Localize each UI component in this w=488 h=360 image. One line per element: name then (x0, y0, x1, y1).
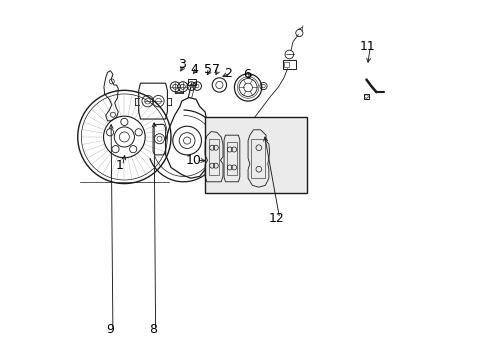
Bar (282, 60, 296, 69)
Bar (257, 124, 261, 132)
Bar (363, 94, 368, 99)
Bar (284, 62, 288, 67)
Text: 1: 1 (116, 159, 123, 172)
Bar (245, 124, 249, 132)
Bar (227, 142, 236, 175)
Bar (251, 124, 255, 132)
Bar (204, 117, 306, 193)
Text: 3: 3 (178, 58, 185, 71)
Text: 4: 4 (190, 63, 198, 76)
Bar (244, 123, 264, 134)
Text: 6: 6 (243, 68, 251, 81)
Bar (208, 139, 219, 175)
Text: 5: 5 (203, 63, 211, 76)
Bar (188, 78, 196, 85)
Text: 7: 7 (211, 63, 220, 76)
Text: 8: 8 (148, 323, 156, 336)
Text: 10: 10 (185, 154, 201, 167)
Text: 9: 9 (106, 323, 114, 336)
Text: 2: 2 (223, 67, 231, 80)
Text: 12: 12 (268, 212, 284, 225)
Bar (250, 139, 265, 178)
Text: 11: 11 (359, 40, 375, 53)
